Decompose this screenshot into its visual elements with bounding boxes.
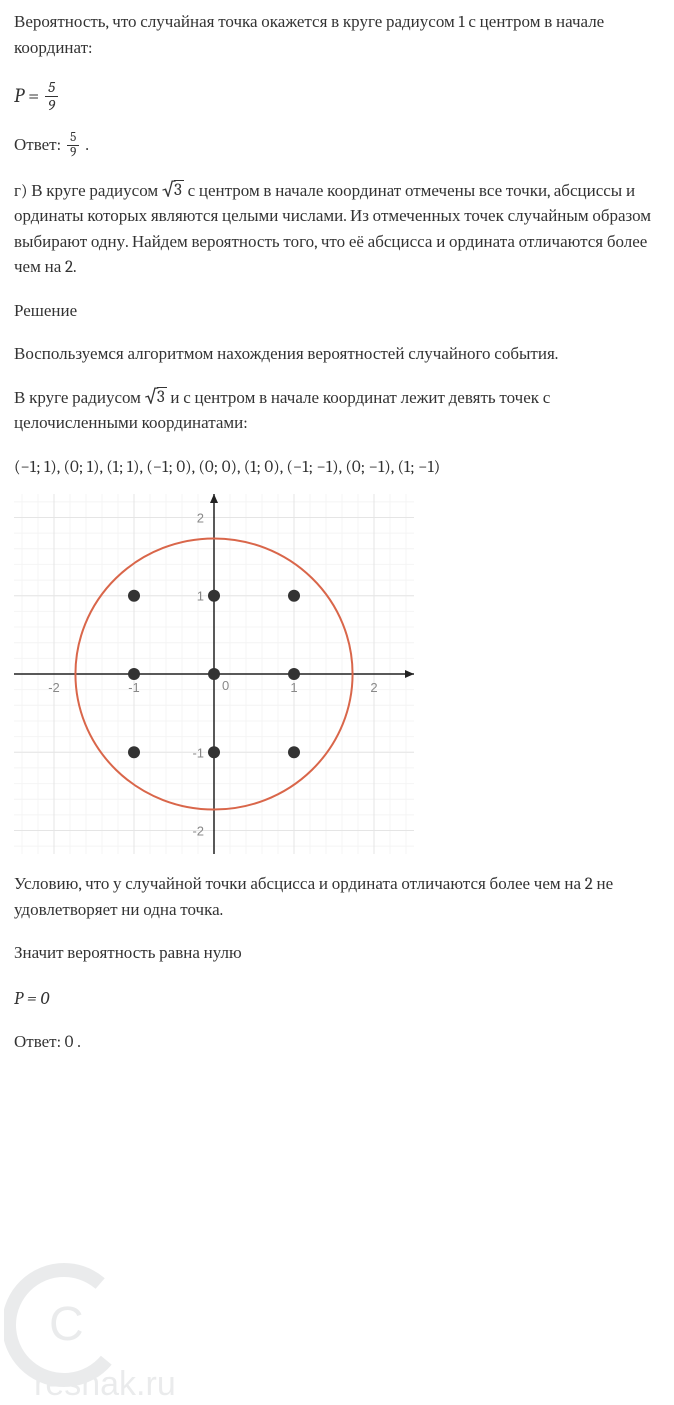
- sqrt-body: 3: [157, 387, 167, 408]
- numerator: 5: [67, 131, 79, 146]
- answer-fraction: 5 9: [67, 131, 79, 161]
- probability-equation: P = 5 9: [14, 79, 660, 113]
- svg-text:C: C: [49, 1298, 84, 1351]
- solution-heading: Решение: [14, 299, 660, 325]
- coordinates-list: (−1; 1), (0; 1), (1; 1), (−1; 0), (0; 0)…: [14, 455, 660, 481]
- part-g-prefix: г) В круге радиусом: [14, 182, 162, 201]
- answer-label: Ответ:: [14, 133, 61, 159]
- svg-text:reshak.ru: reshak.ru: [34, 1365, 176, 1403]
- nine-points-text: В круге радиусом √3 и с центром в начале…: [14, 386, 660, 437]
- svg-text:2: 2: [197, 511, 204, 526]
- numerator: 5: [45, 79, 58, 97]
- circle-chart: -2 -1 1 2 -2 -1 1 2 0: [14, 494, 414, 854]
- svg-text:-2: -2: [192, 824, 204, 839]
- denominator: 9: [67, 146, 79, 160]
- var-p: P: [14, 81, 24, 111]
- algorithm-text: Воспользуемся алгоритмом нахождения веро…: [14, 342, 660, 368]
- probability-zero: P = 0: [14, 985, 660, 1012]
- sqrt-3-b: √3: [145, 387, 167, 408]
- watermark: C reshak.ru: [4, 1185, 224, 1405]
- svg-text:1: 1: [197, 589, 204, 604]
- nine-pts-prefix: В круге радиусом: [14, 389, 145, 408]
- chart-svg: -2 -1 1 2 -2 -1 1 2 0: [14, 494, 414, 854]
- fraction-5-9: 5 9: [45, 79, 58, 113]
- condition-text: Условию, что у случайной точки абсцисса …: [14, 872, 660, 923]
- svg-text:1: 1: [290, 680, 297, 695]
- svg-text:-2: -2: [48, 680, 60, 695]
- svg-text:0: 0: [222, 678, 229, 693]
- sqrt-body: 3: [174, 180, 184, 201]
- part-g-statement: г) В круге радиусом √3 с центром в начал…: [14, 179, 660, 281]
- denominator: 9: [45, 97, 58, 114]
- conclusion-text: Значит вероятность равна нулю: [14, 941, 660, 967]
- svg-text:-1: -1: [128, 680, 140, 695]
- equals-sign: =: [28, 81, 39, 111]
- sqrt-3: √3: [162, 180, 184, 201]
- svg-text:2: 2: [370, 680, 377, 695]
- period: .: [85, 133, 89, 159]
- answer-line-2: Ответ: 0 .: [14, 1030, 660, 1056]
- svg-text:-1: -1: [192, 745, 204, 760]
- intro-text: Вероятность, что случайная точка окажетс…: [14, 10, 660, 61]
- answer-line-1: Ответ: 5 9 .: [14, 131, 660, 161]
- p-zero: P = 0: [14, 985, 49, 1012]
